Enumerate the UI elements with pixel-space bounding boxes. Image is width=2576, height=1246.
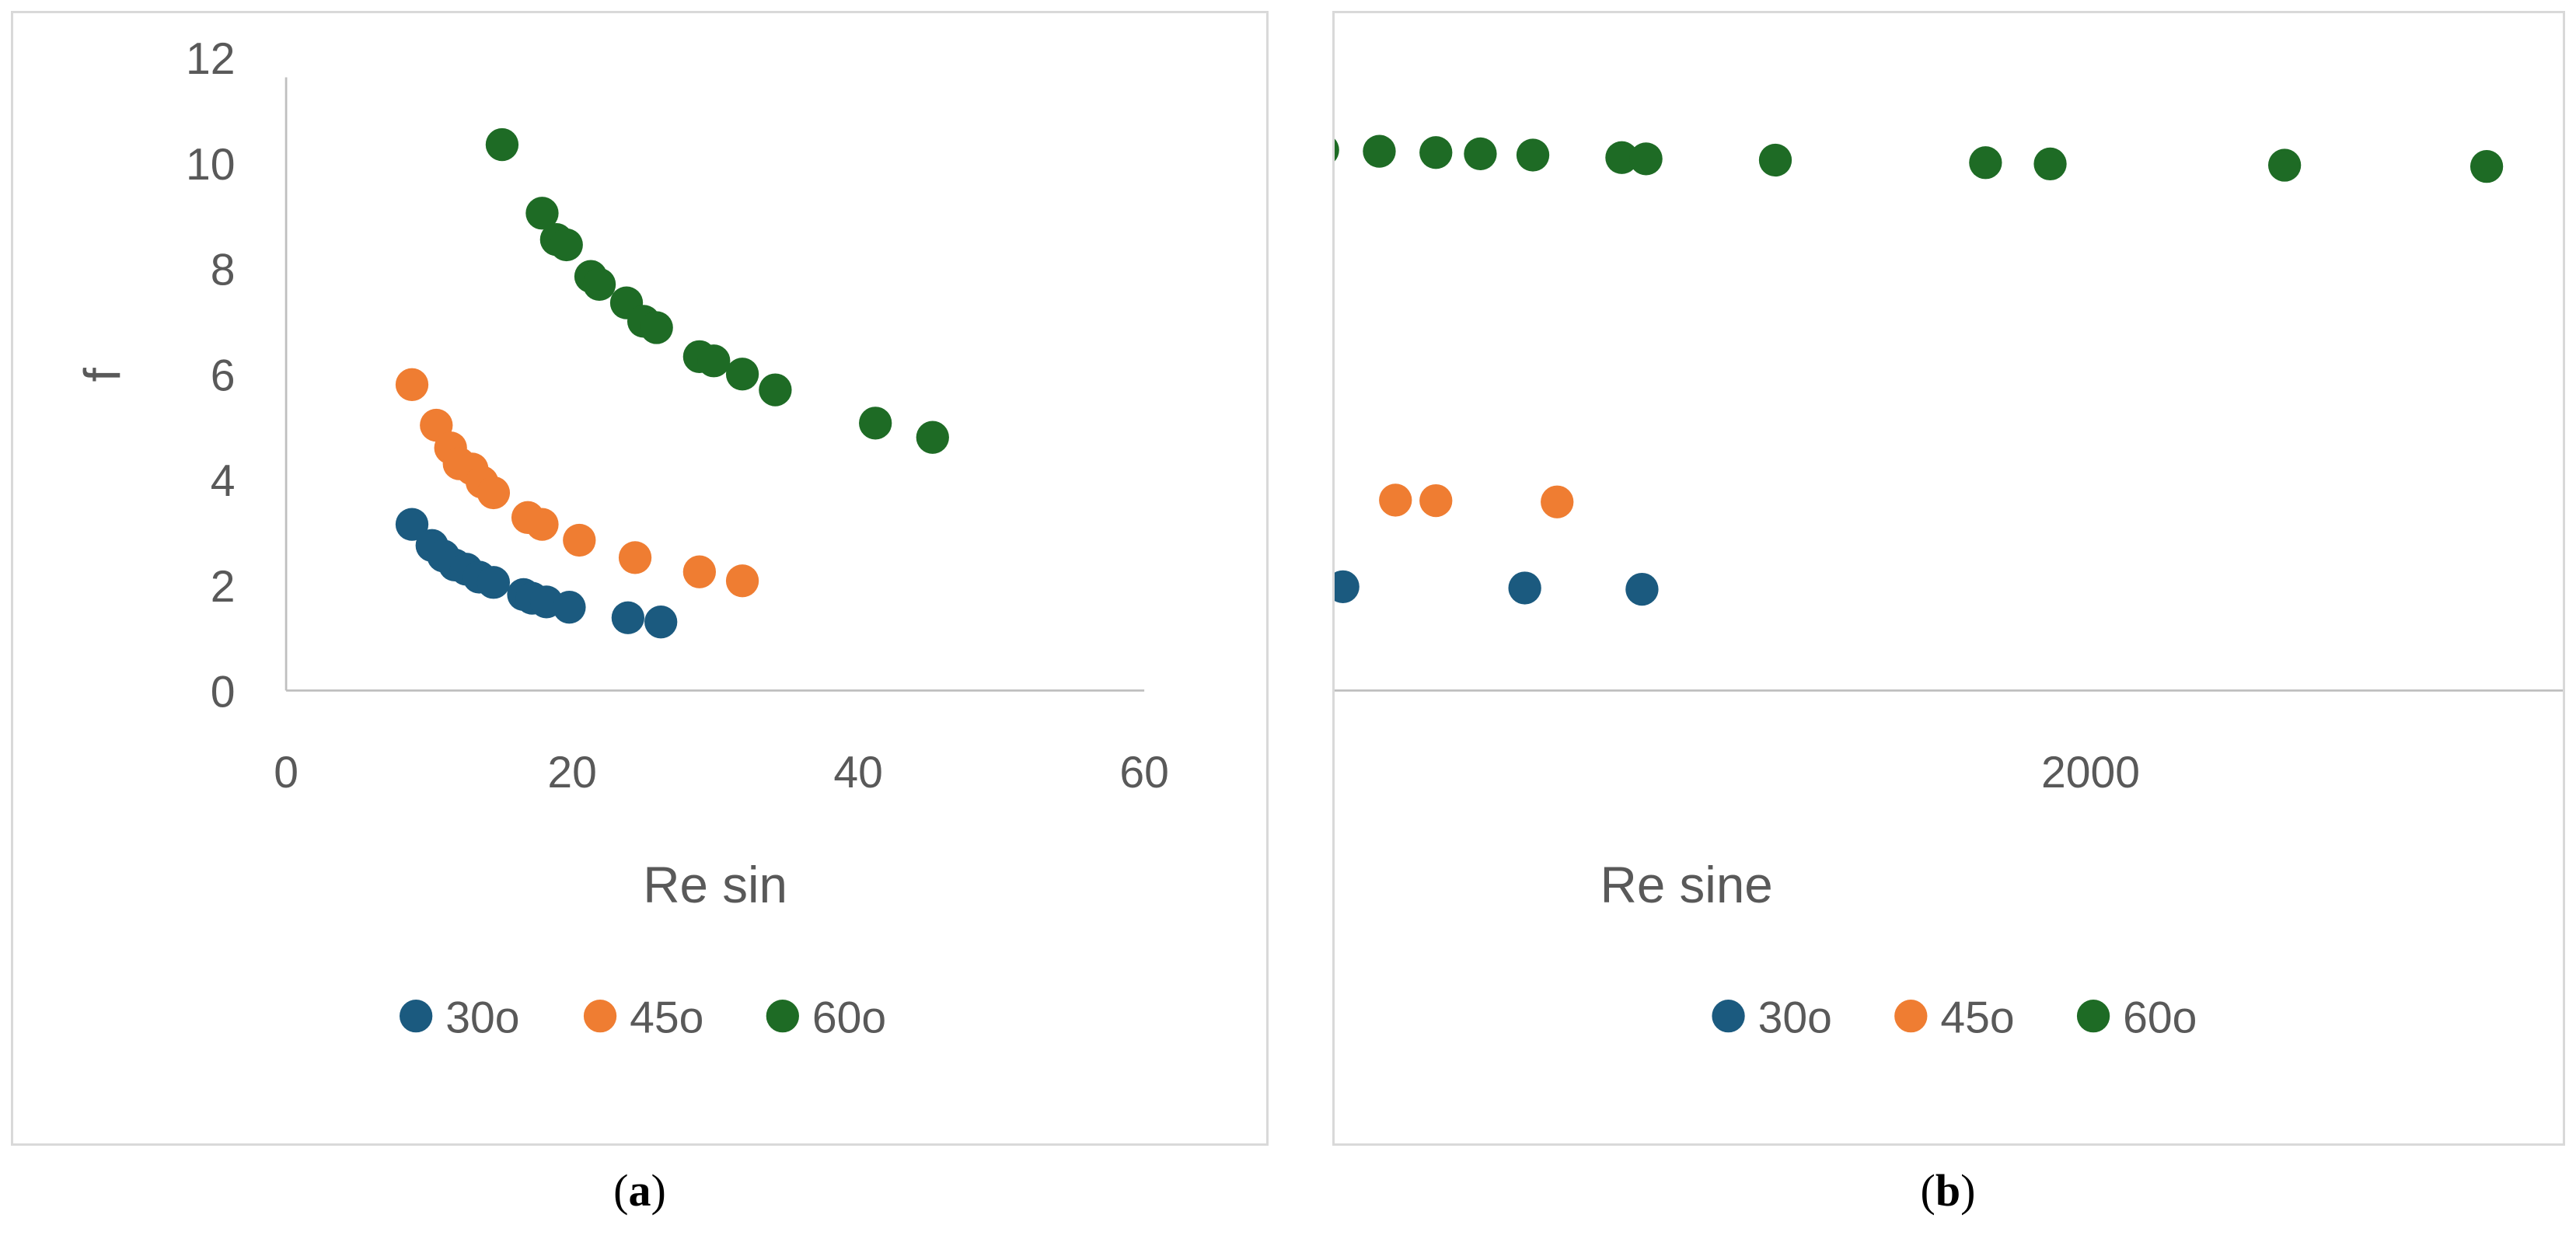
data-point-60o	[1516, 138, 1550, 172]
data-point-45o	[618, 541, 652, 574]
legend-item-60o: 60o	[766, 993, 886, 1042]
data-point-45o	[476, 476, 511, 510]
y-tick-label: 8	[211, 246, 236, 295]
data-point-60o	[2267, 148, 2302, 182]
data-point-60o	[525, 197, 559, 230]
legend-marker	[1712, 1000, 1745, 1033]
x-axis-label: Re sin	[643, 857, 787, 913]
chart-panel-a: 0 2 4 6 8 10 12 0 20 40 60 Re sin f 30o 45o 60o	[11, 11, 1269, 1146]
y-axis-label: f	[74, 367, 131, 382]
data-point-45o	[1541, 485, 1574, 518]
data-point-60o	[1969, 146, 2002, 180]
y-tick-label: 4	[211, 456, 236, 506]
caption-a-letter: a	[628, 1165, 651, 1216]
data-point-60o	[759, 373, 792, 407]
data-point-60o	[1758, 143, 1792, 177]
data-point-45o	[682, 555, 717, 588]
x-tick-label: 60	[1119, 748, 1169, 798]
legend-item-30o: 30o	[400, 993, 520, 1042]
data-point-30o	[1335, 570, 1360, 603]
caption-a: (a)	[613, 1165, 666, 1216]
data-point-30o	[553, 591, 586, 624]
data-point-60o	[697, 344, 731, 378]
legend-marker	[766, 1000, 799, 1033]
series-60o-points	[1335, 134, 2504, 183]
data-point-60o	[550, 228, 583, 262]
chart-a-svg: 0 2 4 6 8 10 12 0 20 40 60 Re sin f 30o 45o 60o	[74, 34, 1169, 1042]
legend-label: 45o	[1940, 993, 2014, 1042]
data-point-60o	[1335, 138, 1339, 162]
legend-label: 45o	[630, 993, 703, 1042]
series-45o-points	[1379, 483, 1574, 518]
data-point-60o	[1464, 137, 1497, 171]
data-point-60o	[916, 421, 949, 454]
data-point-30o	[1625, 572, 1659, 606]
data-point-30o	[1508, 571, 1541, 605]
data-point-45o	[525, 508, 559, 541]
data-point-45o	[725, 564, 759, 598]
data-point-45o	[395, 368, 429, 401]
x-tick-label: 20	[547, 748, 597, 798]
data-point-30o	[611, 601, 645, 634]
data-point-60o	[859, 407, 892, 440]
caption-b-letter: b	[1935, 1165, 1961, 1216]
y-tick-label: 2	[211, 562, 236, 612]
data-point-60o	[2033, 147, 2067, 181]
data-point-60o	[1629, 142, 1663, 176]
chart-panel-b: 00.511.522.50100020003000Re sinef30o45o6…	[1332, 11, 2565, 1146]
caption-b: (b)	[1920, 1165, 1976, 1216]
legend-marker	[400, 1000, 433, 1033]
y-tick-label: 6	[211, 351, 236, 400]
data-point-30o	[476, 566, 511, 599]
legend-label: 30o	[1758, 993, 1832, 1042]
legend-item-45o: 45o	[583, 993, 703, 1042]
series-30o-points	[395, 508, 678, 639]
y-tick-label: 0	[211, 668, 236, 717]
data-point-45o	[1379, 483, 1412, 517]
y-tick-label: 10	[186, 140, 236, 190]
data-point-60o	[2470, 150, 2504, 183]
chart-b-svg: 00.511.522.50100020003000Re sinef30o45o6…	[1335, 134, 2563, 1042]
data-point-60o	[1363, 134, 1396, 168]
legend-item-60o: 60o	[2076, 993, 2197, 1042]
legend-label: 60o	[2123, 993, 2197, 1042]
x-tick-label: 0	[274, 748, 298, 798]
data-point-60o	[485, 127, 519, 162]
series-60o-points	[485, 127, 949, 454]
data-point-45o	[563, 523, 596, 557]
y-tick-label: 12	[186, 34, 236, 84]
x-tick-label: 2000	[2041, 748, 2140, 798]
x-tick-label: 40	[833, 748, 883, 798]
data-point-60o	[725, 358, 759, 391]
data-point-30o	[395, 508, 429, 541]
series-30o-points	[1335, 570, 1659, 606]
series-45o-points	[395, 368, 759, 598]
x-axis-label: Re sine	[1600, 857, 1772, 913]
data-point-30o	[644, 606, 678, 639]
legend-marker	[583, 1000, 617, 1033]
legend-label: 60o	[812, 993, 886, 1042]
data-point-60o	[1419, 136, 1453, 169]
legend-item-45o: 45o	[1894, 993, 2015, 1042]
data-point-60o	[582, 267, 616, 302]
data-point-45o	[1419, 483, 1453, 518]
legend-marker	[1894, 1000, 1928, 1033]
data-point-60o	[640, 311, 673, 344]
legend-marker	[2076, 1000, 2110, 1033]
data-point-60o	[1605, 141, 1639, 174]
legend-item-30o: 30o	[1712, 993, 1832, 1042]
legend-label: 30o	[445, 993, 519, 1042]
